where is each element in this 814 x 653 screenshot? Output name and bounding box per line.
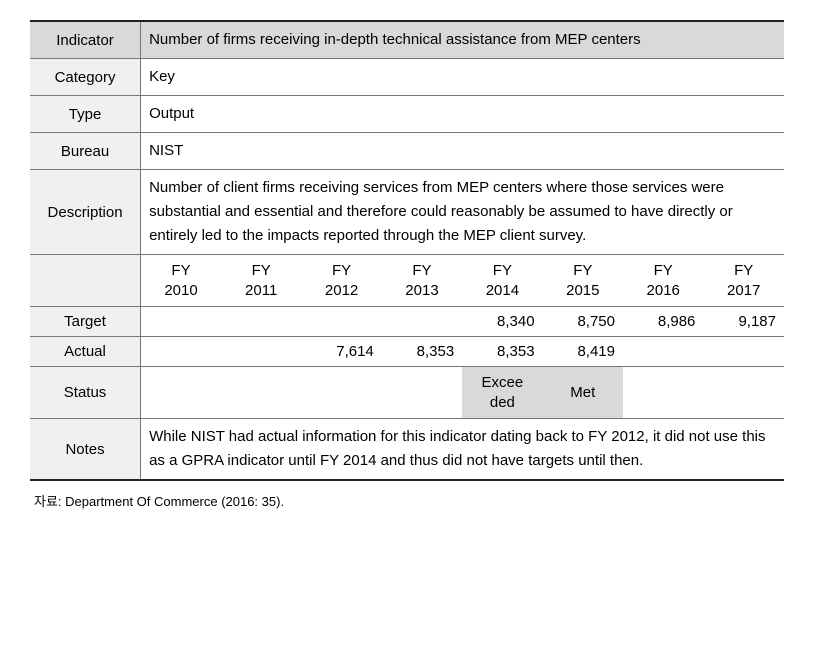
actual-2010 xyxy=(141,337,221,367)
target-2013 xyxy=(382,307,462,337)
row-years: FY2010 FY2011 FY2012 FY2013 FY2014 FY201… xyxy=(30,255,784,307)
row-type: Type Output xyxy=(30,96,784,133)
label-bureau: Bureau xyxy=(30,133,141,170)
row-target: Target 8,340 8,750 8,986 9,187 xyxy=(30,307,784,337)
actual-2013: 8,353 xyxy=(382,337,462,367)
row-notes: Notes While NIST had actual information … xyxy=(30,419,784,481)
row-category: Category Key xyxy=(30,59,784,96)
label-indicator: Indicator xyxy=(30,21,141,59)
label-status: Status xyxy=(30,367,141,419)
year-col-2012: FY2012 xyxy=(301,255,381,307)
year-col-2017: FY2017 xyxy=(703,255,784,307)
target-2012 xyxy=(301,307,381,337)
year-col-2010: FY2010 xyxy=(141,255,221,307)
target-2017: 9,187 xyxy=(703,307,784,337)
value-indicator: Number of firms receiving in-depth techn… xyxy=(141,21,784,59)
target-2011 xyxy=(221,307,301,337)
status-2016 xyxy=(623,367,703,419)
label-category: Category xyxy=(30,59,141,96)
row-actual: Actual 7,614 8,353 8,353 8,419 xyxy=(30,337,784,367)
status-2017 xyxy=(703,367,784,419)
value-category: Key xyxy=(141,59,784,96)
label-type: Type xyxy=(30,96,141,133)
actual-2014: 8,353 xyxy=(462,337,542,367)
row-indicator: Indicator Number of firms receiving in-d… xyxy=(30,21,784,59)
label-notes: Notes xyxy=(30,419,141,481)
status-2011 xyxy=(221,367,301,419)
target-2010 xyxy=(141,307,221,337)
label-actual: Actual xyxy=(30,337,141,367)
target-2016: 8,986 xyxy=(623,307,703,337)
label-target: Target xyxy=(30,307,141,337)
label-years-blank xyxy=(30,255,141,307)
label-description: Description xyxy=(30,170,141,255)
target-2015: 8,750 xyxy=(543,307,623,337)
actual-2015: 8,419 xyxy=(543,337,623,367)
row-bureau: Bureau NIST xyxy=(30,133,784,170)
indicator-table: Indicator Number of firms receiving in-d… xyxy=(30,20,784,481)
status-2012 xyxy=(301,367,381,419)
actual-2011 xyxy=(221,337,301,367)
year-col-2013: FY2013 xyxy=(382,255,462,307)
row-status: Status Exceeded Met xyxy=(30,367,784,419)
year-col-2015: FY2015 xyxy=(543,255,623,307)
row-description: Description Number of client firms recei… xyxy=(30,170,784,255)
actual-2017 xyxy=(703,337,784,367)
status-2013 xyxy=(382,367,462,419)
actual-2016 xyxy=(623,337,703,367)
value-notes: While NIST had actual information for th… xyxy=(141,419,784,481)
status-2015: Met xyxy=(543,367,623,419)
value-type: Output xyxy=(141,96,784,133)
source-citation: 자료: Department Of Commerce (2016: 35). xyxy=(34,491,784,510)
year-col-2014: FY2014 xyxy=(462,255,542,307)
status-2014: Exceeded xyxy=(462,367,542,419)
year-col-2011: FY2011 xyxy=(221,255,301,307)
status-2010 xyxy=(141,367,221,419)
year-col-2016: FY2016 xyxy=(623,255,703,307)
target-2014: 8,340 xyxy=(462,307,542,337)
actual-2012: 7,614 xyxy=(301,337,381,367)
value-bureau: NIST xyxy=(141,133,784,170)
value-description: Number of client firms receiving service… xyxy=(141,170,784,255)
